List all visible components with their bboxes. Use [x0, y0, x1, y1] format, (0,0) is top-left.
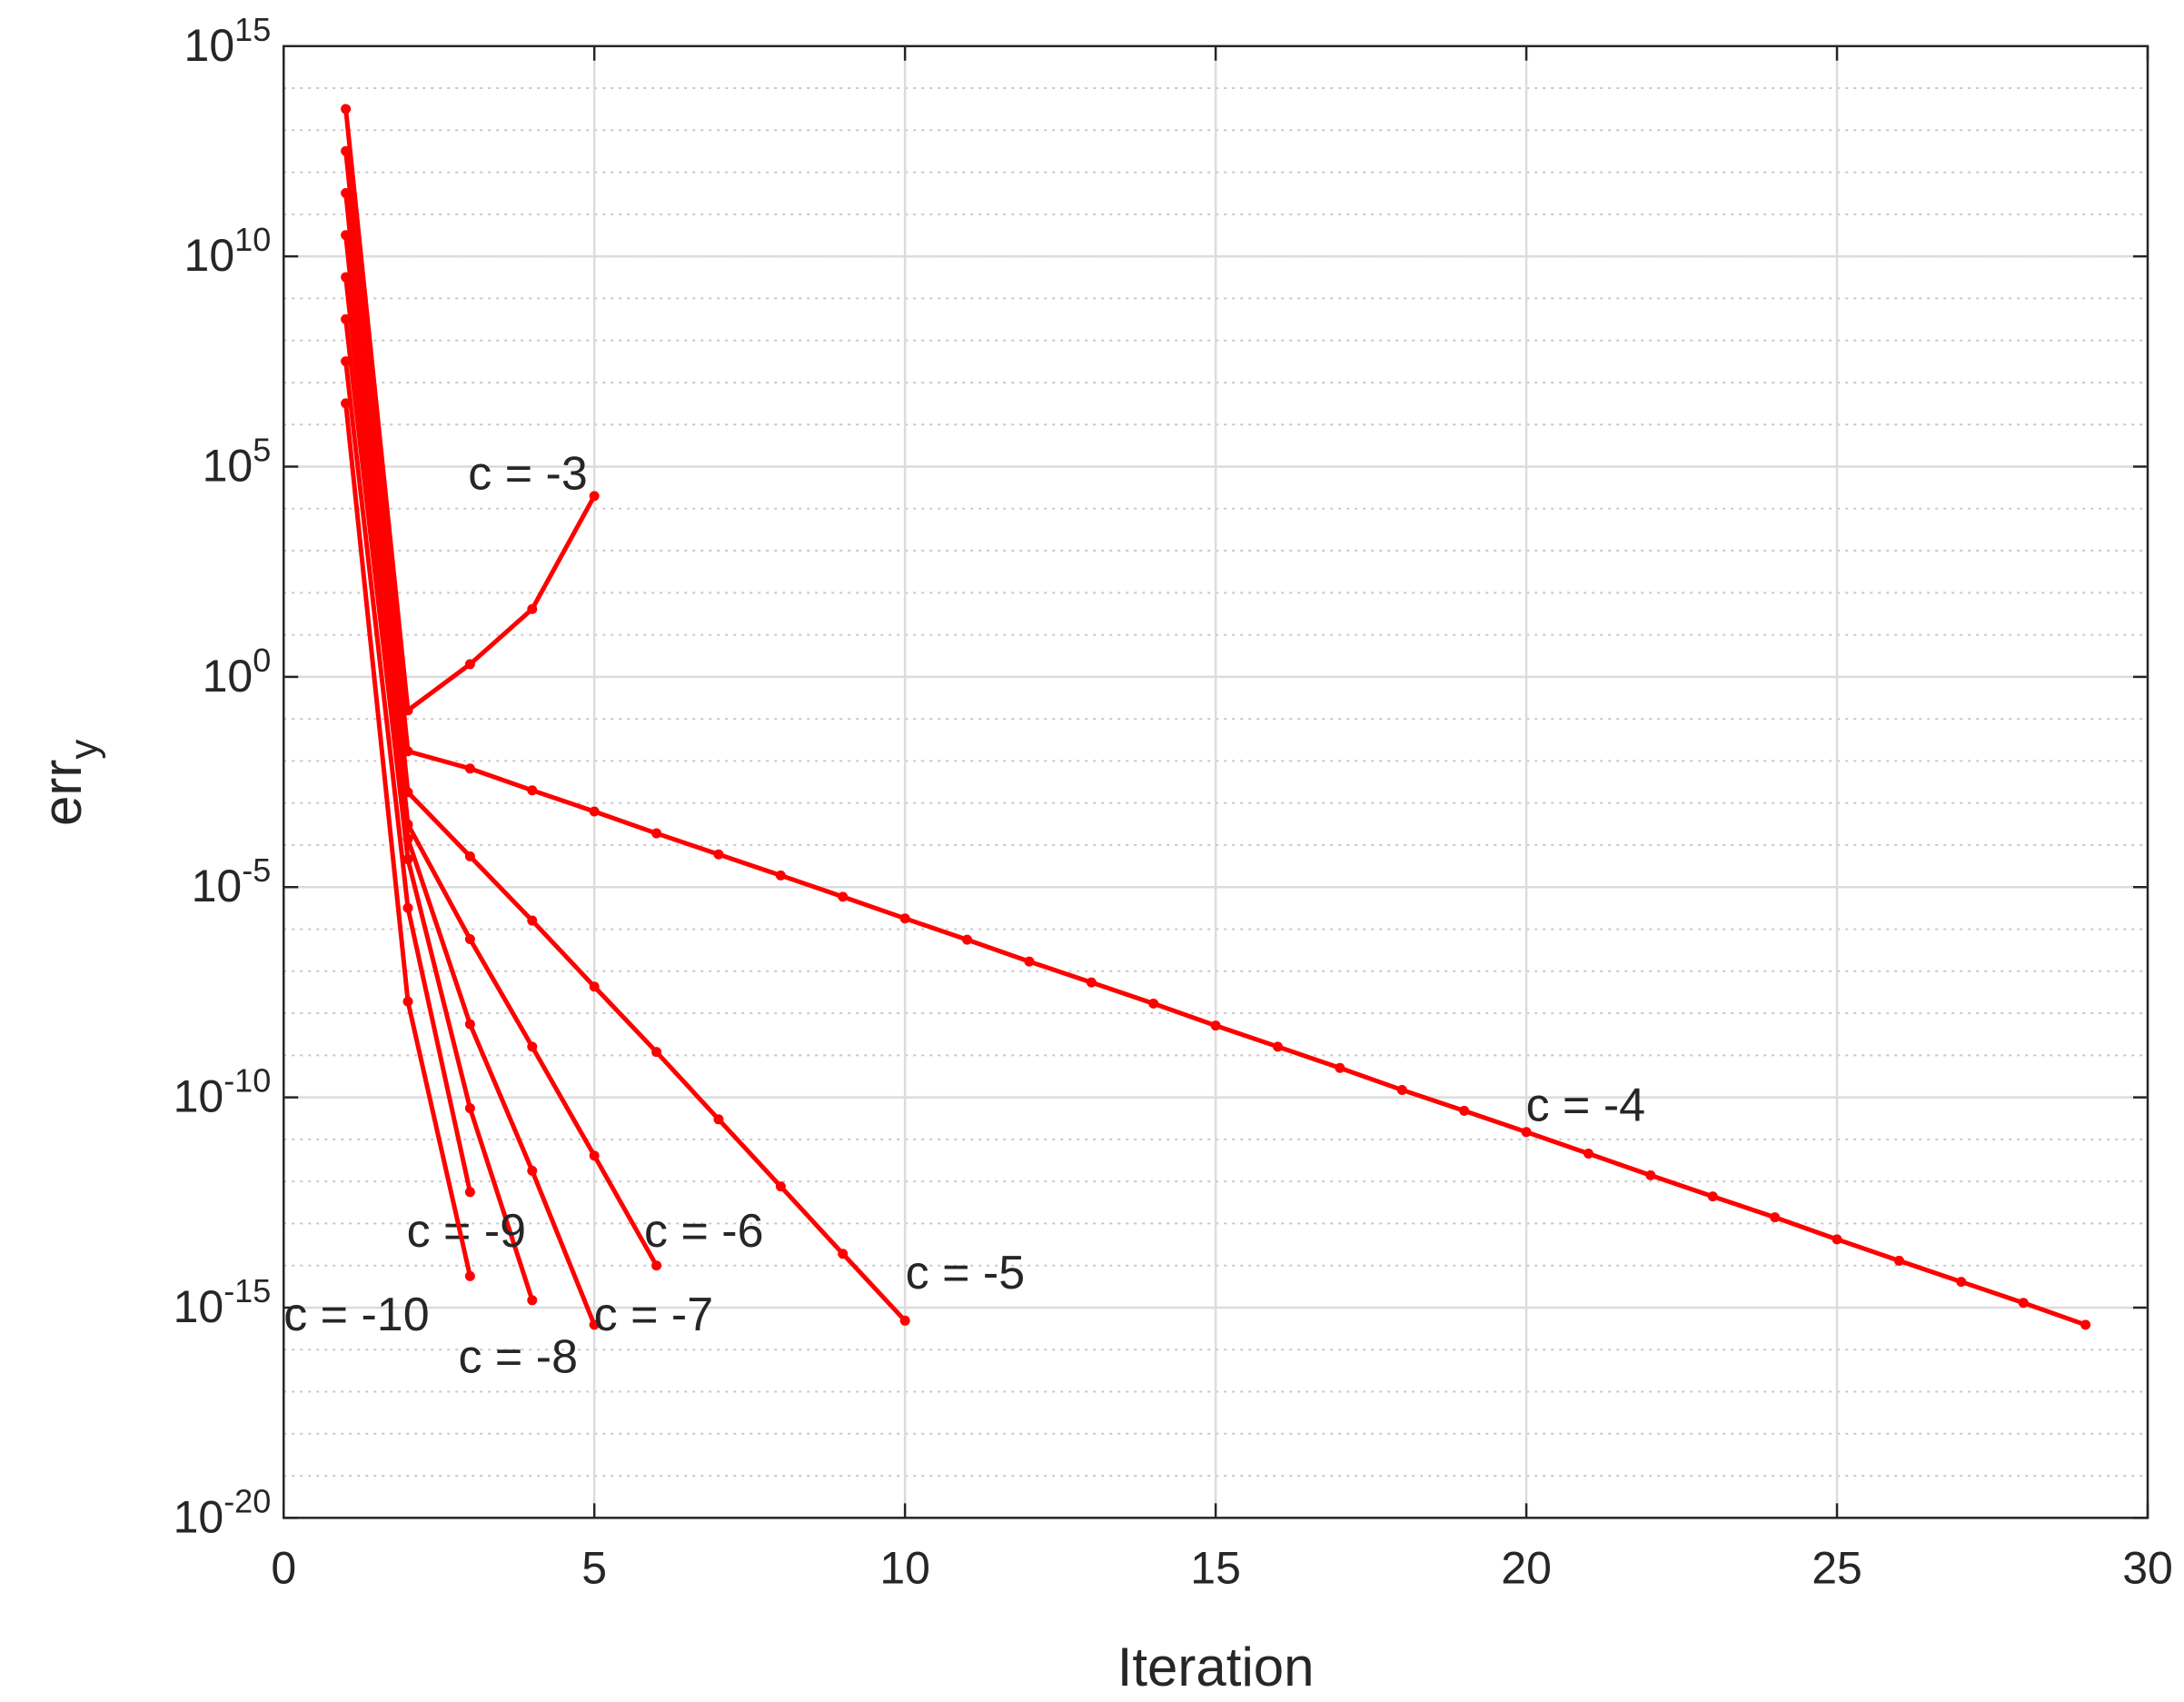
- marker: [589, 491, 600, 502]
- marker: [1893, 1255, 1904, 1266]
- series-label: c = -5: [906, 1247, 1026, 1299]
- marker: [464, 659, 475, 670]
- marker: [589, 806, 600, 817]
- marker: [1832, 1234, 1842, 1245]
- marker: [1210, 1020, 1221, 1031]
- marker: [341, 104, 352, 114]
- marker: [1645, 1170, 1656, 1180]
- series-line: [343, 193, 907, 1323]
- marker: [527, 1295, 538, 1306]
- marker: [1335, 1062, 1345, 1073]
- series-label: c = -6: [644, 1205, 764, 1258]
- y-tick-label: 1015: [184, 11, 272, 71]
- x-tick-label: 20: [1501, 1542, 1552, 1593]
- marker: [775, 870, 786, 881]
- marker: [402, 854, 413, 865]
- marker: [838, 891, 849, 902]
- marker: [589, 1150, 600, 1161]
- axes-box: [282, 45, 2149, 1519]
- x-tick-label: 15: [1190, 1542, 1241, 1593]
- marker: [341, 356, 352, 367]
- marker: [1583, 1148, 1593, 1159]
- marker: [713, 849, 724, 860]
- marker: [464, 1187, 475, 1198]
- marker: [713, 1114, 724, 1125]
- y-tick-label: 105: [203, 431, 272, 491]
- series-label: c = -3: [468, 447, 588, 500]
- marker: [2018, 1298, 2029, 1309]
- marker: [1521, 1127, 1532, 1138]
- series-label: c = -4: [1526, 1080, 1646, 1132]
- marker: [527, 603, 538, 614]
- series-label: c = -9: [407, 1205, 527, 1258]
- marker: [1459, 1105, 1470, 1116]
- marker: [464, 1103, 475, 1114]
- x-tick-label: 5: [581, 1542, 607, 1593]
- marker: [589, 981, 600, 992]
- series-label: c = -8: [458, 1330, 577, 1383]
- y-tick-label: 10-20: [174, 1482, 272, 1542]
- marker: [464, 763, 475, 774]
- marker: [899, 913, 910, 924]
- marker: [1770, 1212, 1781, 1223]
- marker: [527, 785, 538, 796]
- marker: [402, 996, 413, 1007]
- marker: [341, 230, 352, 241]
- marker: [341, 272, 352, 283]
- marker: [341, 187, 352, 198]
- marker: [464, 1270, 475, 1281]
- marker: [838, 1249, 849, 1259]
- y-tick-label: 10-5: [192, 851, 272, 911]
- marker: [2080, 1319, 2091, 1330]
- marker: [651, 828, 662, 839]
- marker: [527, 1041, 538, 1052]
- marker: [962, 934, 973, 945]
- marker: [402, 902, 413, 913]
- marker: [527, 915, 538, 926]
- x-tick-label: 10: [879, 1542, 930, 1593]
- marker: [589, 1319, 600, 1330]
- marker: [1707, 1191, 1718, 1202]
- marker: [341, 314, 352, 324]
- marker: [1273, 1041, 1284, 1052]
- y-tick-label: 100: [203, 642, 272, 702]
- marker: [775, 1181, 786, 1192]
- marker: [464, 1019, 475, 1030]
- y-axis-label-subscript: y: [62, 740, 106, 760]
- marker: [341, 145, 352, 156]
- marker: [464, 933, 475, 944]
- x-tick-label: 0: [271, 1542, 296, 1593]
- y-tick-label: 10-15: [174, 1272, 272, 1332]
- series-label: c = -7: [594, 1289, 714, 1341]
- marker: [464, 851, 475, 861]
- marker: [1956, 1277, 1967, 1288]
- marker: [1086, 977, 1097, 988]
- marker: [1148, 998, 1159, 1009]
- x-tick-label: 25: [1812, 1542, 1862, 1593]
- marker: [651, 1047, 662, 1058]
- marker: [527, 1165, 538, 1176]
- series-line: [343, 319, 535, 1301]
- marker: [1396, 1084, 1407, 1095]
- y-tick-label: 10-10: [174, 1062, 272, 1122]
- y-tick-label: 1010: [184, 221, 272, 281]
- marker: [651, 1260, 662, 1271]
- x-axis-label: Iteration: [1117, 1637, 1315, 1697]
- marker: [899, 1315, 910, 1326]
- marker: [341, 398, 352, 409]
- marker: [1024, 956, 1035, 967]
- series-label: c = -10: [283, 1289, 429, 1341]
- x-tick-label: 30: [2122, 1542, 2173, 1593]
